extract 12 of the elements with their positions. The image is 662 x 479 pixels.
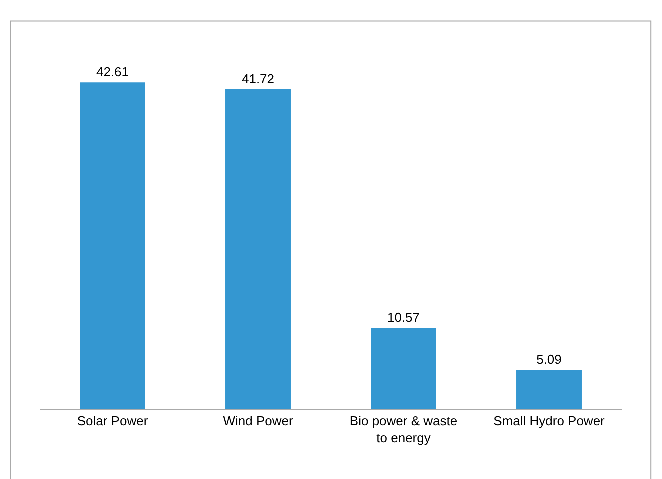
x-tick-label: Solar Power xyxy=(77,414,149,429)
x-tick-label: Wind Power xyxy=(223,414,294,429)
bar xyxy=(226,89,291,409)
bar xyxy=(371,328,436,409)
data-label: 41.72 xyxy=(242,71,275,86)
x-tick-label: Small Hydro Power xyxy=(494,414,606,429)
bar xyxy=(516,370,582,409)
x-tick-label: Bio power & waste to energy xyxy=(350,414,458,446)
bar xyxy=(80,82,146,409)
data-label: 42.61 xyxy=(96,64,130,80)
data-label: 10.57 xyxy=(387,310,420,326)
data-label: 5.09 xyxy=(536,352,562,368)
